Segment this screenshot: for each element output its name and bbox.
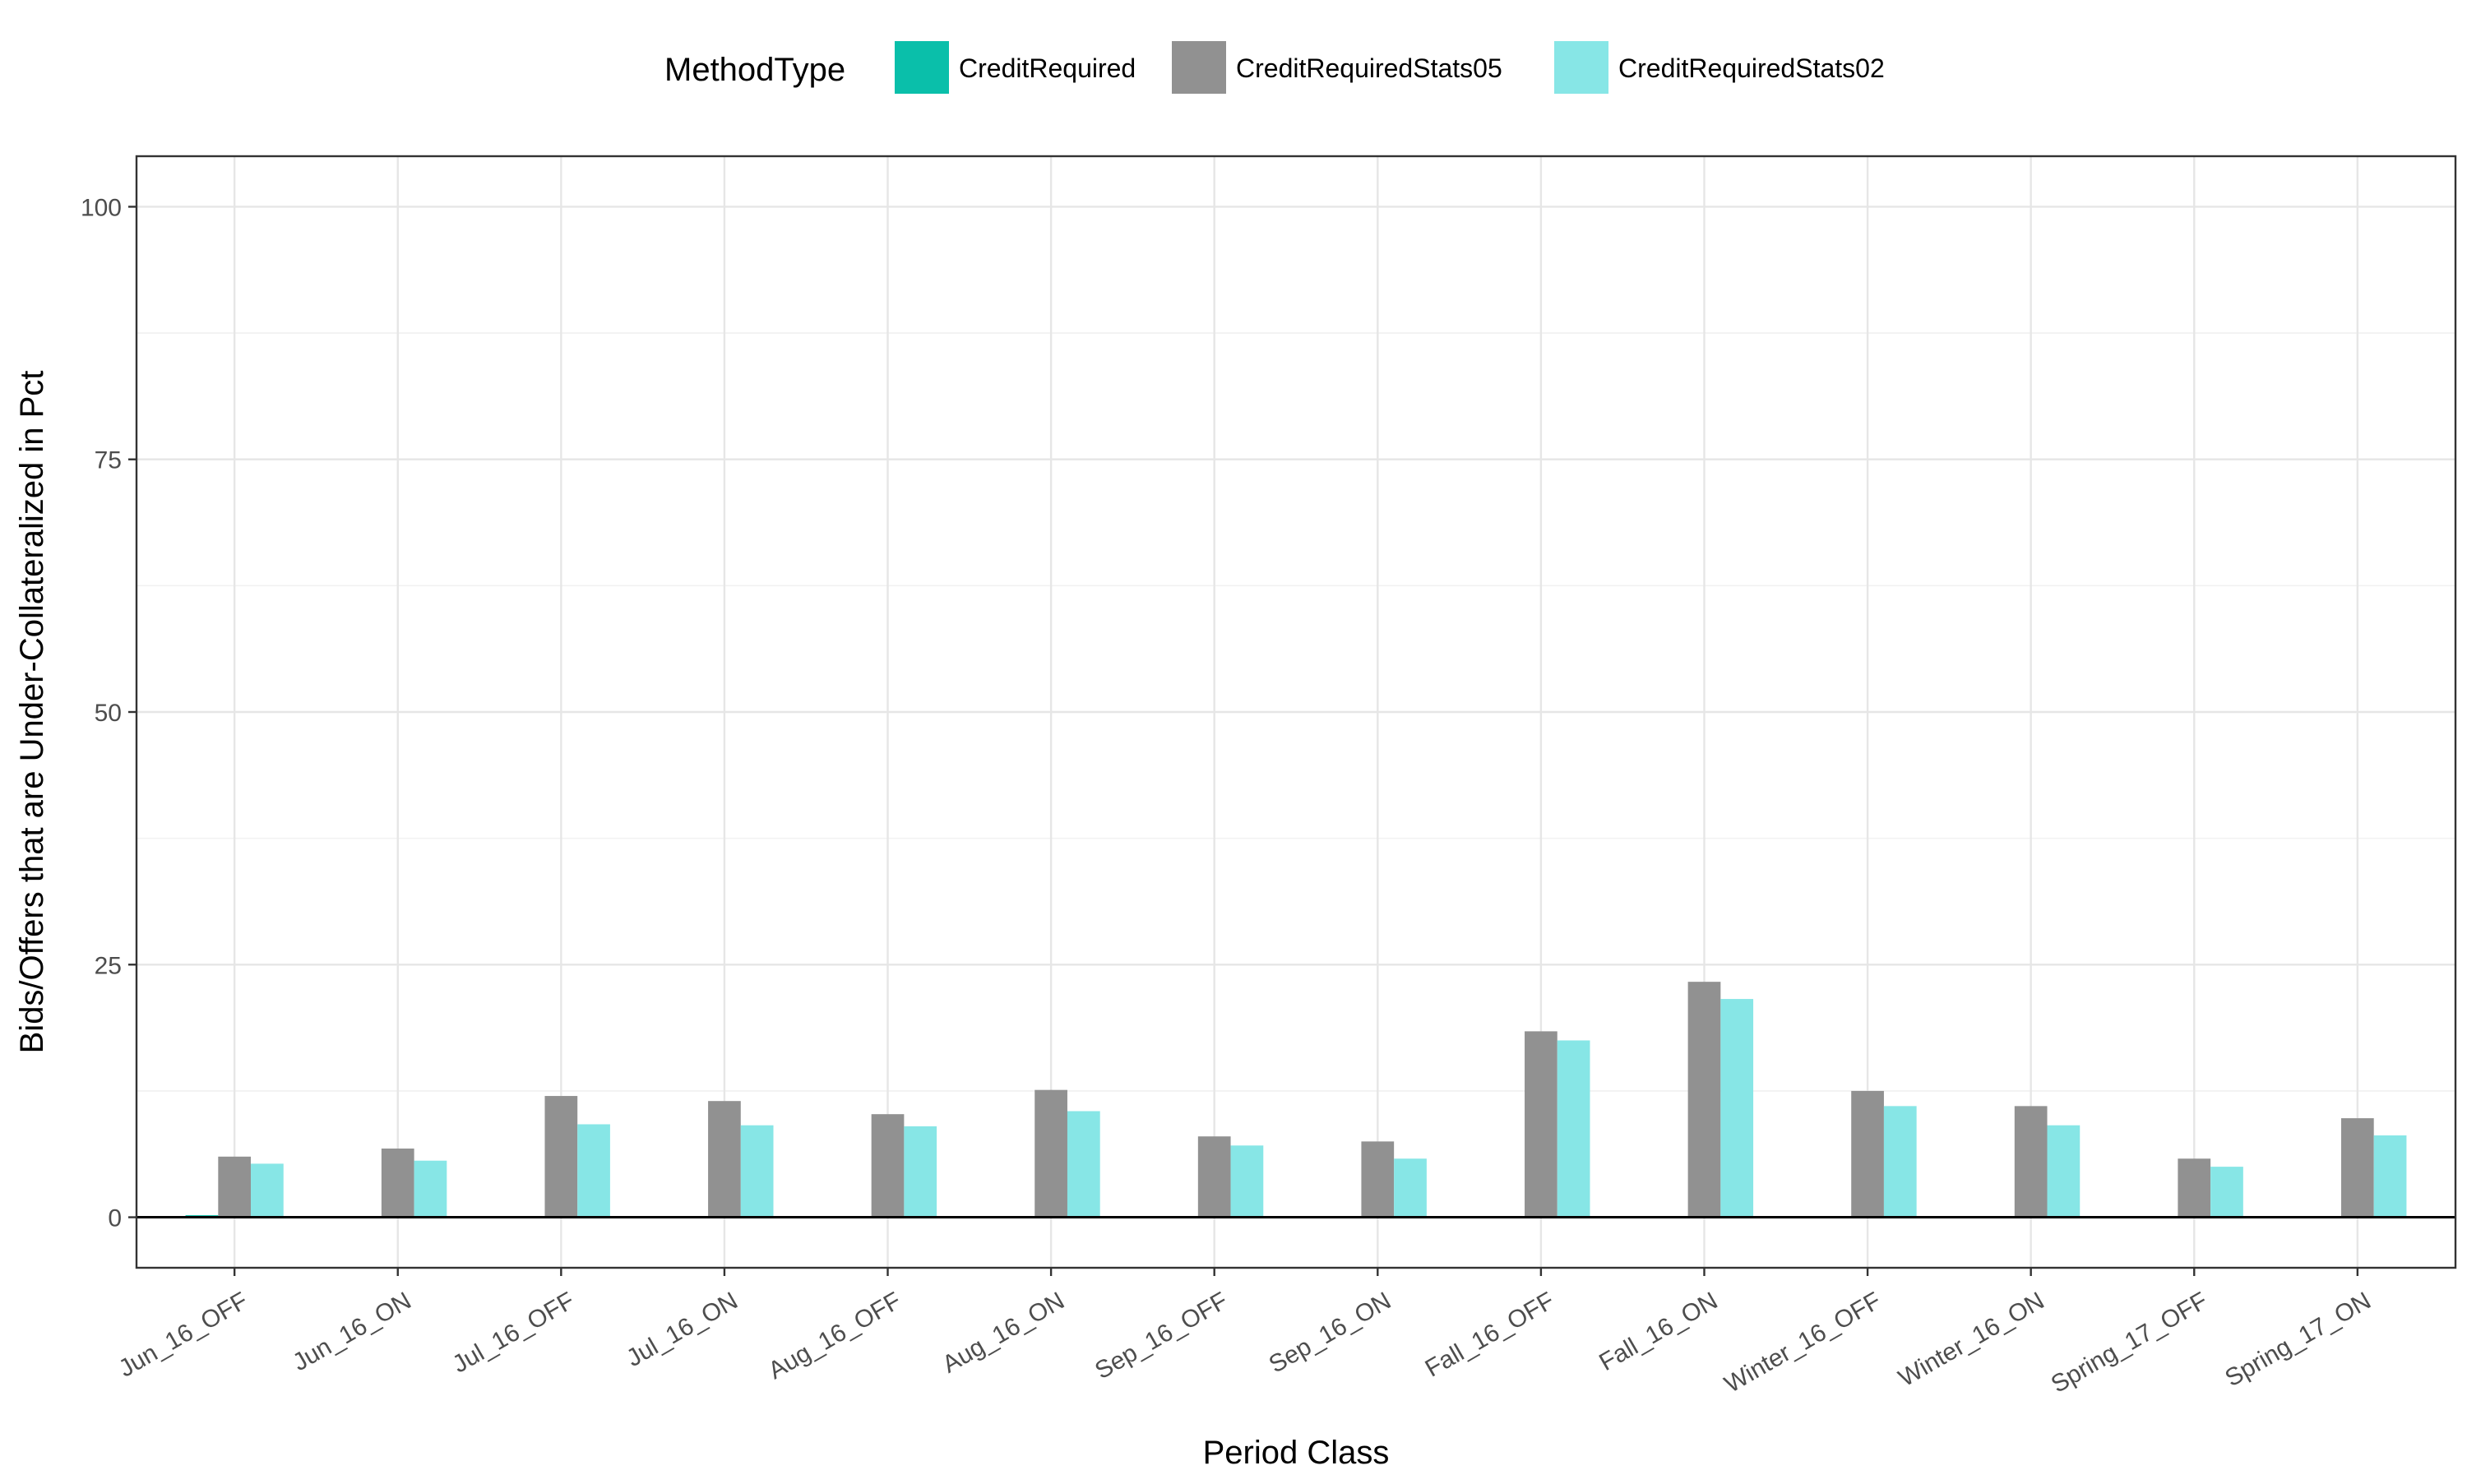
bar-CreditRequiredStats02-Aug_16_ON (1067, 1111, 1100, 1218)
y-tick-label: 50 (95, 700, 122, 727)
bar-CreditRequiredStats02-Spring_17_OFF (2210, 1167, 2243, 1218)
x-axis-title: Period Class (1203, 1435, 1390, 1471)
legend-label: CreditRequired (959, 53, 1136, 83)
legend-item-CreditRequiredStats05: CreditRequiredStats05 (1172, 41, 1502, 94)
bar-CreditRequiredStats05-Spring_17_OFF (2178, 1158, 2211, 1218)
bar-CreditRequiredStats05-Sep_16_OFF (1197, 1136, 1231, 1218)
legend-swatch (895, 41, 949, 94)
bar-CreditRequiredStats05-Fall_16_ON (1687, 982, 1721, 1218)
legend-item-CreditRequiredStats02: CreditRequiredStats02 (1554, 41, 1885, 94)
y-tick-label: 100 (81, 194, 122, 221)
y-axis-title: Bids/Offers that are Under-Collateralize… (14, 371, 50, 1054)
bar-CreditRequiredStats05-Jul_16_OFF (544, 1096, 578, 1218)
y-axis: 0 25 50 75 100 (81, 194, 137, 1232)
bar-CreditRequiredStats05-Aug_16_OFF (871, 1114, 905, 1218)
y-tick-label: 0 (108, 1205, 122, 1232)
legend: MethodType CreditRequired CreditRequiredS… (664, 41, 1885, 94)
legend-label: CreditRequiredStats02 (1618, 53, 1885, 83)
bar-CreditRequiredStats05-Winter_16_OFF (1851, 1090, 1884, 1218)
legend-swatch (1172, 41, 1226, 94)
bar-CreditRequiredStats02-Winter_16_OFF (1883, 1106, 1917, 1218)
legend-title: MethodType (664, 52, 845, 88)
bar-CreditRequiredStats05-Jun_16_OFF (218, 1156, 252, 1218)
bar-CreditRequiredStats02-Spring_17_ON (2373, 1135, 2407, 1218)
legend-swatch (1554, 41, 1608, 94)
bar-CreditRequiredStats02-Jun_16_ON (414, 1160, 447, 1218)
minor-gridlines (137, 332, 2455, 1092)
legend-label: CreditRequiredStats05 (1236, 53, 1502, 83)
bar-CreditRequiredStats02-Sep_16_OFF (1230, 1145, 1264, 1218)
legend-item-CreditRequired: CreditRequired (895, 41, 1136, 94)
bar-CreditRequiredStats02-Jun_16_OFF (251, 1163, 284, 1218)
bar-CreditRequiredStats05-Jun_16_ON (381, 1148, 414, 1218)
bar-CreditRequiredStats02-Aug_16_OFF (904, 1126, 937, 1218)
bar-CreditRequiredStats05-Fall_16_OFF (1525, 1031, 1557, 1218)
bars (185, 982, 2407, 1218)
bar-CreditRequiredStats02-Jul_16_OFF (577, 1124, 610, 1218)
bar-CreditRequiredStats02-Jul_16_ON (740, 1125, 774, 1218)
plot-panel (135, 155, 2457, 1269)
legend-items: CreditRequired CreditRequiredStats05 Credi… (895, 41, 1885, 94)
bar-CreditRequiredStats02-Fall_16_OFF (1557, 1040, 1590, 1218)
bar-CreditRequiredStats05-Aug_16_ON (1034, 1089, 1067, 1218)
bar-CreditRequiredStats02-Fall_16_ON (1720, 999, 1754, 1218)
bar-CreditRequiredStats02-Sep_16_ON (1394, 1158, 1427, 1218)
bar-CreditRequiredStats05-Jul_16_ON (708, 1101, 741, 1218)
bar-CreditRequiredStats05-Winter_16_ON (2014, 1106, 2048, 1218)
bar-CreditRequiredStats02-Winter_16_ON (2047, 1125, 2081, 1218)
y-tick-label: 25 (95, 952, 122, 979)
bar-CreditRequiredStats05-Spring_17_ON (2340, 1118, 2374, 1218)
y-tick-label: 75 (95, 447, 122, 474)
bar-CreditRequiredStats05-Sep_16_ON (1361, 1141, 1395, 1218)
